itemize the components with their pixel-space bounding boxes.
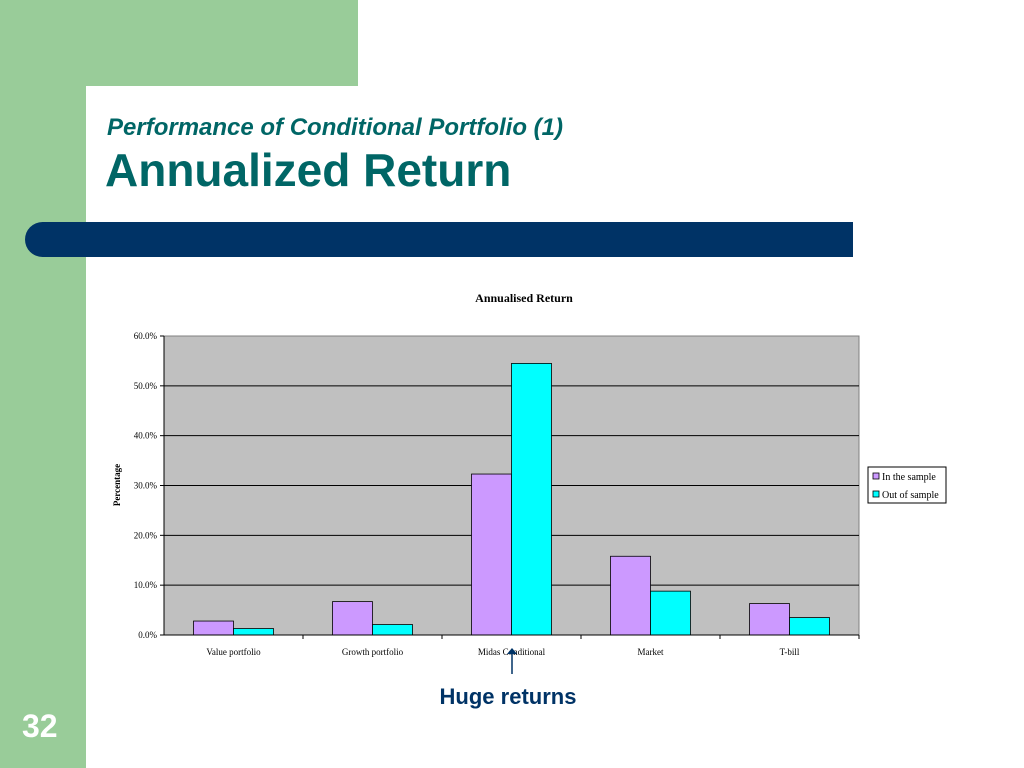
y-tick-label: 60.0% [134, 331, 158, 341]
slide-title: Annualized Return [105, 144, 512, 196]
left-green-band [0, 0, 86, 768]
legend-label-out-of-sample: Out of sample [882, 490, 939, 501]
bar-in-sample [193, 620, 234, 636]
y-tick-labels: 0.0% 10.0% 20.0% 30.0% 40.0% 50.0% 60.0% [134, 331, 164, 640]
chart-title: Annualised Return [475, 291, 573, 305]
bar-in-sample [471, 473, 512, 636]
bar-in-sample [332, 601, 373, 636]
title-divider-bar [25, 222, 853, 257]
y-tick-label: 30.0% [134, 481, 158, 491]
bars [193, 363, 830, 636]
bar-out-of-sample [233, 628, 274, 636]
arrow-head [507, 648, 517, 654]
legend-swatch-out-of-sample [872, 490, 880, 498]
slide-subtitle: Performance of Conditional Portfolio (1) [107, 114, 564, 141]
legend-swatch-in-sample [872, 472, 880, 480]
slide-number: 32 [22, 708, 58, 744]
legend-label-in-sample: In the sample [882, 472, 936, 483]
x-tick-labels: Value portfolio Growth portfolio Midas Con… [206, 635, 860, 657]
bar-in-sample [610, 555, 651, 636]
top-green-band [0, 0, 358, 86]
y-tick-label: 10.0% [134, 580, 158, 590]
y-axis-label: Percentage [112, 464, 122, 506]
bar-out-of-sample [511, 363, 552, 636]
bar-out-of-sample [789, 617, 830, 636]
bar-out-of-sample [650, 590, 691, 636]
x-tick-label: Market [638, 647, 664, 657]
y-tick-label: 20.0% [134, 530, 158, 540]
huge-returns-annotation: Huge returns [440, 684, 577, 709]
x-tick-label: Value portfolio [206, 647, 261, 657]
y-tick-label: 40.0% [134, 431, 158, 441]
annotation-arrow [507, 648, 517, 674]
legend-box [867, 466, 947, 504]
bar-in-sample [749, 603, 790, 636]
x-tick-label: T-bill [780, 647, 800, 657]
y-tick-label: 50.0% [134, 381, 158, 391]
y-tick-label: 0.0% [138, 630, 157, 640]
x-tick-label: Growth portfolio [342, 647, 404, 657]
bar-out-of-sample [372, 624, 413, 636]
legend: In the sample Out of sample [867, 466, 947, 504]
